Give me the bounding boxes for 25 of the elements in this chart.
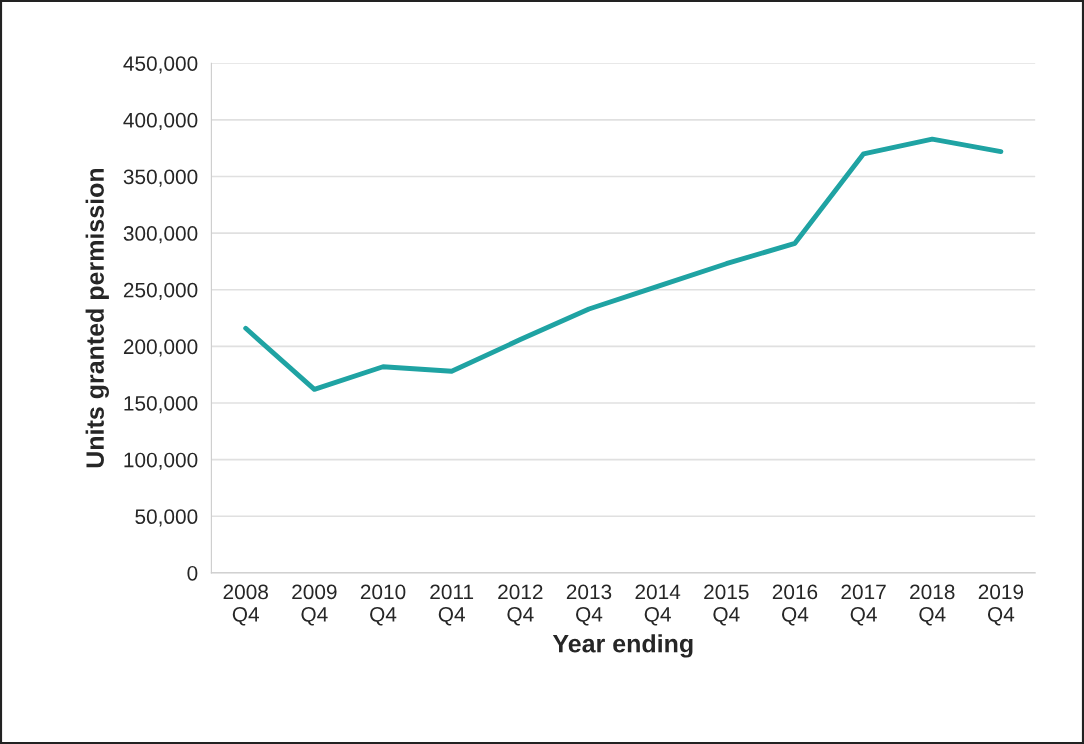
y-tick-label: 300,000 xyxy=(123,226,198,244)
y-tick-label: 50,000 xyxy=(135,509,198,527)
line-series xyxy=(243,136,1004,392)
x-tick-label: 2019 Q4 xyxy=(978,584,1024,626)
y-tick-label: 450,000 xyxy=(123,56,198,74)
x-tick-label: 2010 Q4 xyxy=(360,584,406,626)
x-tick-label: 2009 Q4 xyxy=(292,584,337,626)
y-axis-title: Units granted permission xyxy=(85,168,109,468)
x-tick-label: 2012 Q4 xyxy=(498,584,543,626)
x-tick-label: 2013 Q4 xyxy=(566,584,612,626)
x-tick-label: 2015 Q4 xyxy=(704,584,749,626)
x-tick-label: 2016 Q4 xyxy=(772,584,818,626)
x-tick-label: 2014 Q4 xyxy=(635,584,681,626)
y-tick-label: 200,000 xyxy=(123,339,198,357)
x-tick-label: 2017 Q4 xyxy=(841,584,886,626)
x-tick-label: 2011 Q4 xyxy=(430,584,474,626)
y-tick-label: 400,000 xyxy=(123,112,198,131)
y-tick-label: 150,000 xyxy=(124,396,198,414)
y-tick-label: 250,000 xyxy=(123,282,198,300)
x-tick-label: 2008 Q4 xyxy=(223,584,268,626)
x-axis-title: Year ending xyxy=(552,634,693,658)
y-tick-label: 100,000 xyxy=(124,452,198,470)
y-tick-label: 350,000 xyxy=(123,169,198,187)
x-tick-label: 2018 Q4 xyxy=(910,584,955,626)
y-tick-label: 0 xyxy=(187,565,198,581)
